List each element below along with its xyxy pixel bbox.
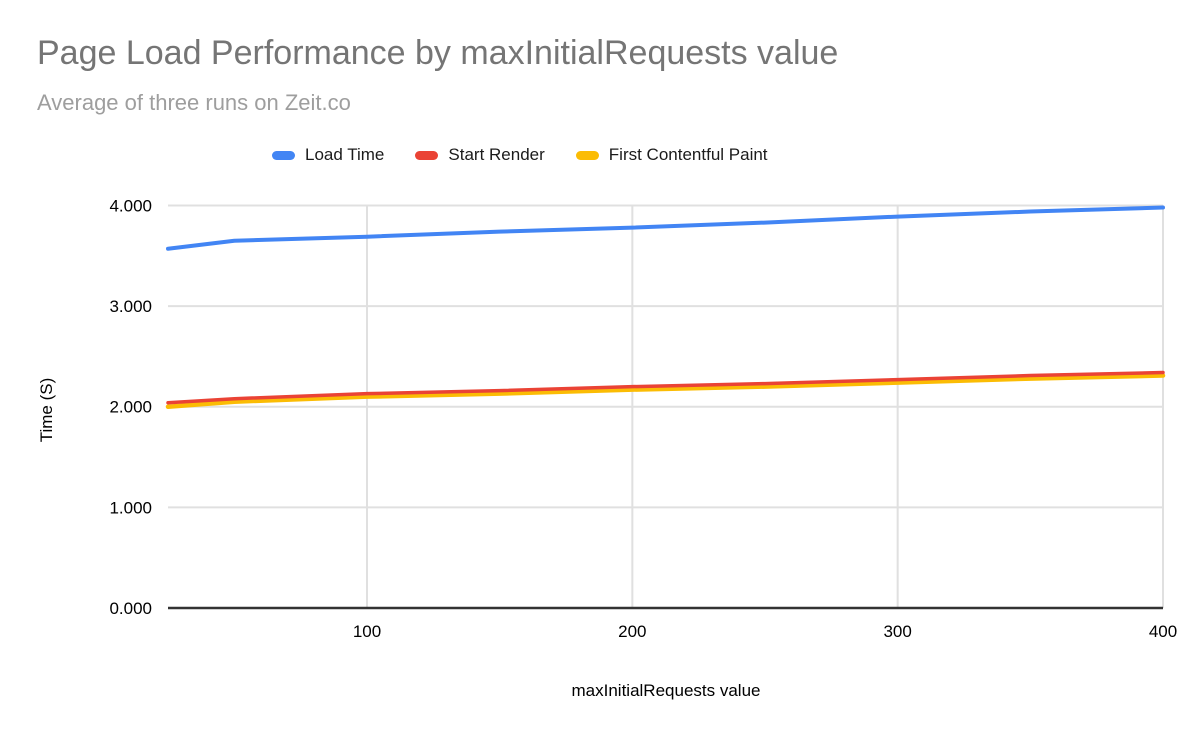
first-contentful-paint-swatch-icon [575,150,599,160]
x-tick-label: 400 [1149,622,1177,641]
x-tick-label: 300 [883,622,911,641]
x-tick-label: 200 [618,622,646,641]
chart-title: Page Load Performance by maxInitialReque… [37,34,839,72]
legend-item-start-render: Start Render [415,145,545,165]
y-tick-label: 0.000 [109,599,152,618]
y-tick-label: 1.000 [109,498,152,517]
chart-subtitle: Average of three runs on Zeit.co [37,90,351,115]
legend-label-start-render: Start Render [448,145,545,164]
legend-label-first-contentful-paint: First Contentful Paint [608,145,768,164]
y-tick-label: 4.000 [109,196,152,215]
y-tick-label: 3.000 [109,297,152,316]
legend: Load Time Start Render First Contentful … [272,142,768,168]
series-line-load-time [166,205,1165,251]
legend-item-first-contentful-paint: First Contentful Paint [575,145,768,165]
start-render-swatch-icon [415,150,439,160]
series-line-start-render [166,370,1165,405]
legend-item-load-time: Load Time [272,145,384,165]
y-tick-label: 2.000 [109,398,152,417]
x-tick-label: 100 [353,622,381,641]
load-time-swatch-icon [272,150,295,160]
legend-label-load-time: Load Time [305,145,385,164]
series-line-first-contentful-paint [165,373,1166,409]
x-axis-title: maxInitialRequests value [571,681,761,700]
